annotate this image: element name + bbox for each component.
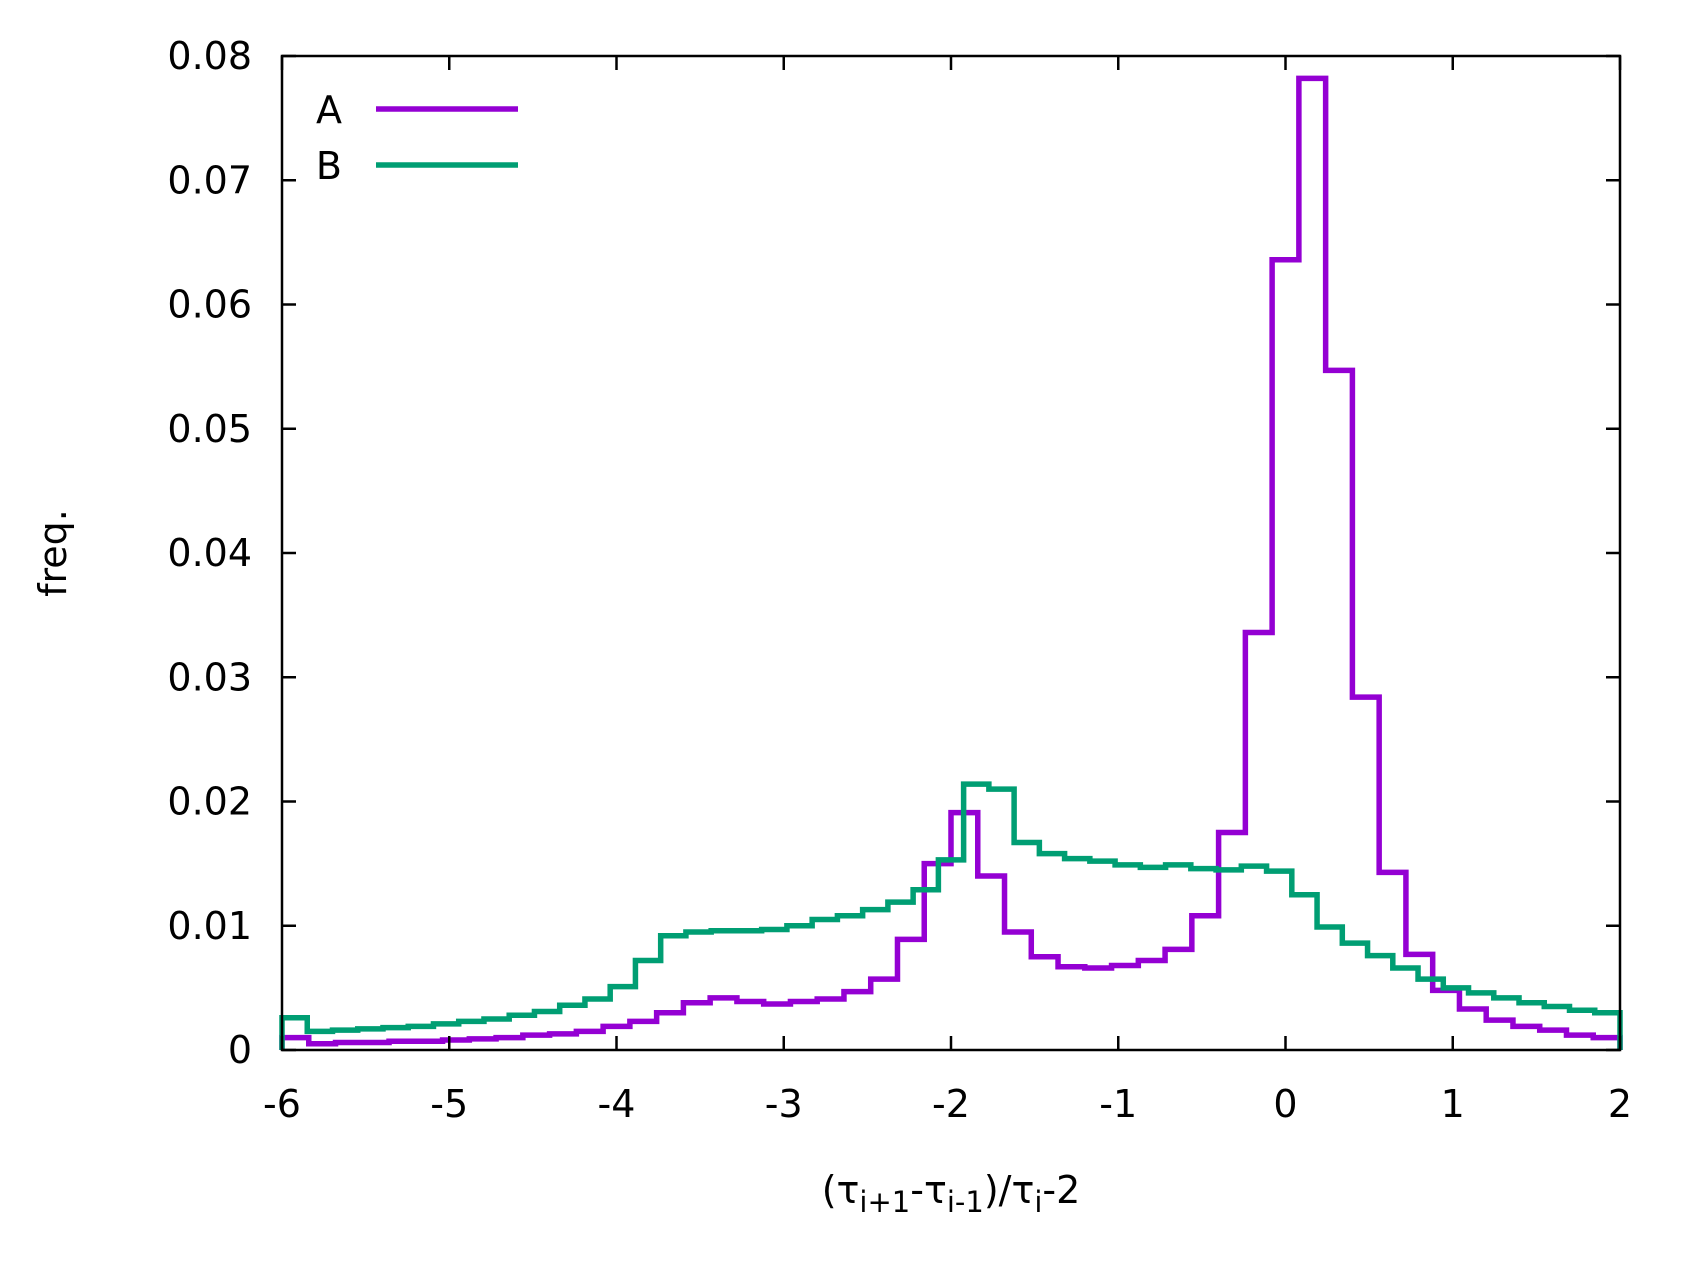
plot-frame: [280, 54, 1622, 1052]
y-tick-label: 0.07: [167, 158, 252, 202]
x-axis-label-part: (τ: [822, 1168, 860, 1212]
x-axis-label-part: -2: [1042, 1168, 1080, 1212]
x-tick-labels: -6 -5 -4 -3 -2 -1 0 1 2: [263, 1082, 1632, 1126]
series-B-line: [279, 781, 1623, 1050]
x-tick-label: -1: [1099, 1082, 1137, 1126]
x-axis-label-subscript: i+1: [859, 1185, 910, 1219]
x-tick-label: 0: [1273, 1082, 1297, 1126]
y-tick-labels: 0 0.01 0.02 0.03 0.04 0.05 0.06 0.07 0.08: [167, 34, 252, 1072]
x-axis-label-subscript: i: [1034, 1185, 1042, 1219]
x-axis-label: (τi+1-τi-1)/τi-2: [822, 1168, 1081, 1219]
x-tick-label: -5: [430, 1082, 468, 1126]
ticks-layer: [280, 54, 1622, 1052]
y-axis-label: freq.: [31, 509, 75, 597]
y-tick-label: 0.03: [167, 655, 252, 699]
y-tick-label: 0.04: [167, 531, 252, 575]
series-A-line: [279, 75, 1623, 1050]
x-tick-label: -6: [263, 1082, 301, 1126]
y-tick-label: 0: [228, 1028, 252, 1072]
legend-label-B: B: [316, 144, 342, 188]
legend-label-A: A: [316, 88, 342, 132]
x-tick-label: -4: [598, 1082, 636, 1126]
x-tick-label: -2: [932, 1082, 970, 1126]
legend: AB: [316, 88, 518, 188]
y-tick-label: 0.01: [167, 904, 252, 948]
x-tick-label: -3: [765, 1082, 803, 1126]
y-tick-label: 0.08: [167, 34, 252, 78]
y-tick-label: 0.02: [167, 780, 252, 824]
x-axis-label-subscript: i-1: [947, 1185, 984, 1219]
y-tick-label: 0.05: [167, 407, 252, 451]
x-axis-label-part: -τ: [910, 1168, 947, 1212]
x-tick-label: 1: [1441, 1082, 1465, 1126]
x-tick-label: 2: [1608, 1082, 1632, 1126]
series-layer: [279, 75, 1623, 1050]
y-tick-label: 0.06: [167, 283, 252, 327]
x-axis-label-part: )/τ: [984, 1168, 1035, 1212]
